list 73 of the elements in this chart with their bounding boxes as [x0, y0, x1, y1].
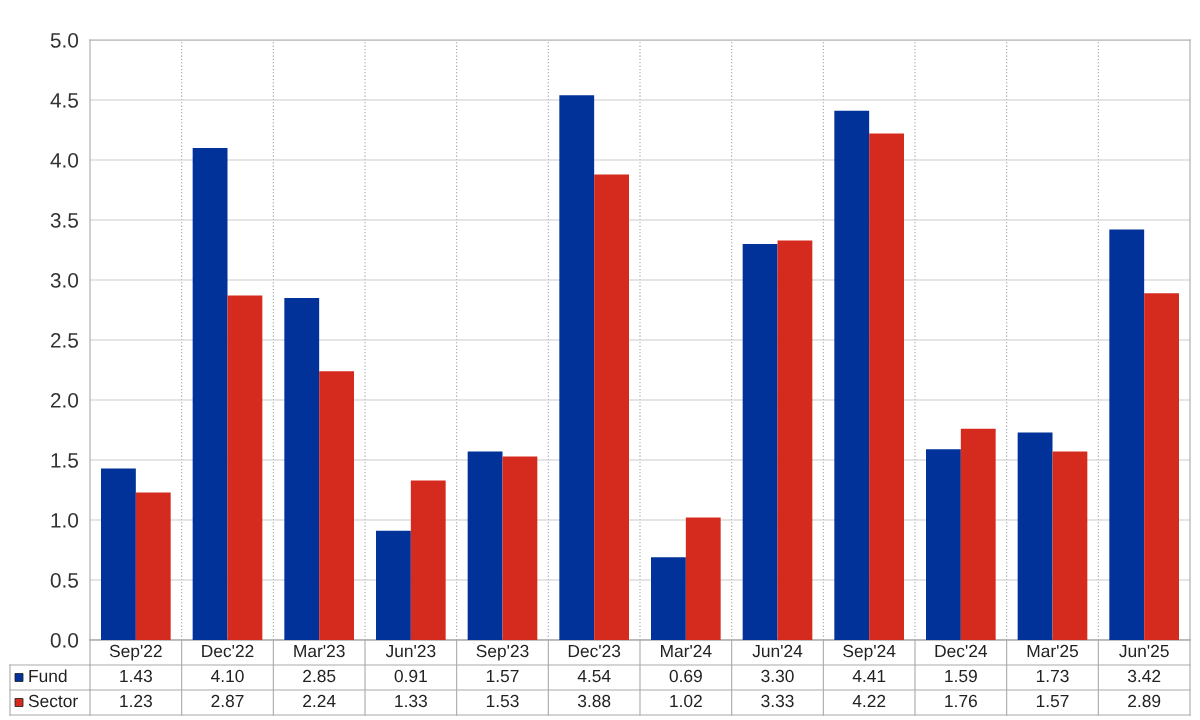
y-tick-label: 1.5 [51, 453, 79, 468]
data-label: 1.02 [670, 694, 702, 708]
bar [319, 371, 354, 640]
bar [467, 451, 503, 640]
y-tick-label: 3.5 [50, 213, 79, 228]
data-label: 3.42 [1127, 669, 1161, 683]
data-label: 2.24 [303, 694, 336, 707]
bar [101, 468, 136, 640]
x-tick-label: Jun'24 [752, 644, 803, 658]
x-tick-label: Sep'23 [476, 644, 529, 661]
bar [869, 133, 904, 640]
y-tick-label: 0.0 [50, 633, 79, 648]
bar [960, 428, 996, 640]
bar [559, 95, 595, 640]
data-label: 0.91 [394, 669, 427, 683]
bar [410, 480, 446, 640]
data-label: 1.76 [945, 694, 977, 708]
x-tick-label: Dec'23 [568, 644, 621, 658]
x-tick-label: Jun'25 [1119, 644, 1169, 658]
y-tick-label: 0.5 [50, 573, 79, 588]
data-label: 3.33 [761, 694, 794, 708]
x-tick-label: Sep'24 [843, 644, 896, 661]
bar [926, 449, 961, 640]
data-label: 4.10 [211, 669, 244, 683]
x-tick-label: Sep'22 [109, 644, 162, 661]
data-label: 1.53 [486, 694, 519, 708]
bar [376, 530, 411, 640]
data-label: 2.87 [211, 694, 244, 708]
x-tick-label: Dec'24 [935, 644, 988, 658]
data-label: 1.73 [1036, 669, 1069, 683]
x-tick-label: Mar'25 [1027, 644, 1079, 658]
x-tick-label: Dec'22 [202, 644, 254, 658]
bar [1052, 451, 1088, 640]
data-label: 3.30 [761, 669, 794, 683]
bar [1144, 293, 1179, 640]
bar [1017, 432, 1053, 640]
y-tick-label: 2.0 [50, 393, 79, 408]
y-tick-label: 4.0 [50, 153, 79, 168]
bar [777, 240, 813, 640]
bar [651, 557, 686, 640]
bar [1109, 229, 1145, 640]
y-tick-label: 1.0 [51, 513, 79, 528]
data-label: 0.69 [669, 669, 702, 683]
x-tick-label: Mar'23 [294, 644, 345, 658]
data-label: 2.85 [303, 669, 336, 683]
bar [834, 110, 870, 640]
bar [685, 517, 721, 640]
bar [502, 456, 538, 640]
y-tick-label: 4.5 [50, 93, 79, 108]
data-label: 4.54 [577, 670, 611, 683]
x-tick-label: Mar'24 [661, 644, 712, 658]
data-label: 2.89 [1128, 694, 1161, 708]
data-label: 1.59 [945, 669, 977, 683]
data-label: 1.43 [120, 669, 152, 683]
y-tick-label: 3.0 [50, 273, 79, 288]
y-tick-label: 2.5 [50, 333, 79, 348]
data-label: 3.88 [577, 694, 611, 708]
legend-label: Sector [28, 694, 78, 708]
bar [284, 298, 320, 640]
y-tick-label: 5.0 [50, 33, 79, 48]
bar [742, 244, 778, 640]
data-label: 1.57 [486, 670, 519, 683]
legend-label: Fund [29, 669, 67, 683]
bar [192, 148, 228, 640]
bar [135, 492, 171, 640]
data-label: 4.22 [852, 694, 886, 707]
bar [227, 295, 263, 640]
x-tick-label: Jun'23 [385, 644, 436, 658]
data-label: 1.33 [395, 694, 427, 708]
data-label: 1.57 [1036, 695, 1069, 708]
bar [594, 174, 629, 640]
data-label: 4.41 [852, 670, 886, 682]
data-label: 1.23 [120, 694, 152, 708]
